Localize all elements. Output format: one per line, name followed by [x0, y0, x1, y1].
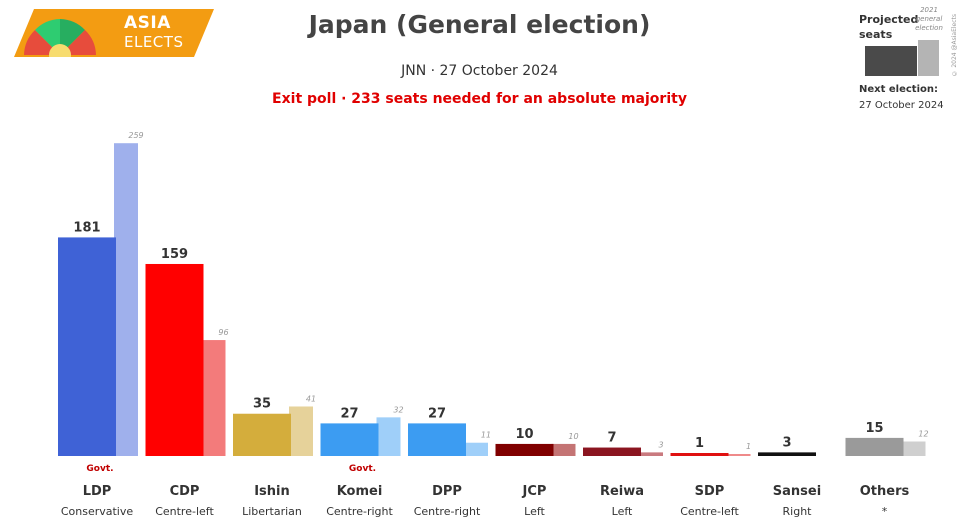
ideology-dpp: Centre-right: [414, 505, 481, 518]
ideology-reiwa: Left: [612, 505, 633, 518]
bar-proj-ishin: [233, 413, 291, 456]
ideology-komei: Centre-right: [326, 505, 393, 518]
label-proj-sdp: 1: [695, 436, 704, 451]
bar-proj-sansei: [758, 452, 816, 456]
legend-projected-label: Projected seats: [859, 13, 919, 41]
label-prev-jcp: 10: [568, 432, 578, 441]
category-others: Others: [860, 484, 910, 499]
label-proj-komei: 27: [340, 406, 358, 421]
category-ishin: Ishin: [254, 484, 290, 499]
category-komei: Komei: [337, 484, 383, 499]
bar-proj-sdp: [670, 453, 729, 456]
ideology-jcp: Left: [524, 505, 545, 518]
label-prev-ishin: 41: [306, 394, 316, 403]
label-proj-reiwa: 7: [607, 431, 616, 446]
label-prev-ldp: 259: [128, 131, 143, 140]
bar-prev-cdp: [201, 340, 226, 456]
label-proj-dpp: 27: [428, 406, 446, 421]
bar-prev-jcp: [551, 443, 576, 456]
bar-prev-sdp: [726, 454, 751, 456]
ideology-sansei: Right: [783, 505, 813, 518]
govt-label-ldp: Govt.: [86, 464, 113, 474]
label-prev-others: 12: [918, 430, 928, 439]
chart-title: Japan (General election): [308, 10, 651, 39]
bar-proj-others: [845, 437, 904, 456]
label-prev-cdp: 96: [218, 328, 228, 337]
label-proj-ishin: 35: [253, 397, 271, 412]
label-proj-ldp: 181: [73, 220, 100, 235]
category-ldp: LDP: [83, 484, 112, 499]
next-election-date: 27 October 2024: [859, 100, 944, 111]
logo-graphic: [14, 9, 214, 66]
bar-prev-ldp: [114, 143, 138, 456]
legend-previous-swatch: [918, 40, 939, 76]
ideology-ishin: Libertarian: [242, 505, 302, 518]
bar-proj-ldp: [58, 237, 116, 456]
category-cdp: CDP: [170, 484, 200, 499]
ideology-others: *: [882, 505, 888, 518]
ideology-sdp: Centre-left: [680, 505, 739, 518]
legend-projected-swatch: [865, 46, 917, 76]
category-jcp: JCP: [522, 484, 547, 499]
bar-proj-reiwa: [583, 447, 641, 456]
bar-proj-dpp: [408, 423, 466, 456]
bar-prev-dpp: [464, 442, 488, 456]
bar-proj-komei: [320, 423, 379, 456]
bar-proj-jcp: [495, 443, 554, 456]
category-reiwa: Reiwa: [600, 484, 644, 499]
ideology-cdp: Centre-left: [155, 505, 214, 518]
label-prev-komei: 32: [393, 405, 403, 414]
legend: Projected seats 2021 general election © …: [855, 6, 959, 116]
ideology-ldp: Conservative: [61, 505, 134, 518]
label-proj-jcp: 10: [515, 427, 533, 442]
asia-elects-logo: ASIA ELECTS: [14, 9, 214, 66]
logo-text-asia: ASIA: [124, 13, 171, 33]
label-proj-cdp: 159: [161, 247, 188, 262]
label-prev-dpp: 11: [481, 431, 491, 440]
label-prev-reiwa: 3: [658, 440, 663, 449]
label-proj-others: 15: [865, 421, 883, 436]
govt-label-komei: Govt.: [349, 464, 376, 474]
logo-text-elects: ELECTS: [124, 33, 184, 51]
legend-previous-label: 2021 general election: [915, 6, 943, 32]
next-election-label: Next election:: [859, 84, 938, 95]
category-dpp: DPP: [432, 484, 462, 499]
category-sdp: SDP: [695, 484, 725, 499]
bar-prev-reiwa: [639, 452, 663, 456]
label-proj-sansei: 3: [782, 435, 791, 450]
category-sansei: Sansei: [773, 484, 821, 499]
label-prev-sdp: 1: [746, 442, 751, 451]
bar-prev-others: [901, 441, 926, 456]
bar-prev-komei: [376, 417, 401, 456]
chart-subtitle: JNN · 27 October 2024: [401, 63, 558, 79]
bar-prev-ishin: [289, 406, 313, 456]
majority-note: Exit poll · 233 seats needed for an abso…: [272, 91, 687, 107]
bar-proj-cdp: [145, 263, 204, 456]
